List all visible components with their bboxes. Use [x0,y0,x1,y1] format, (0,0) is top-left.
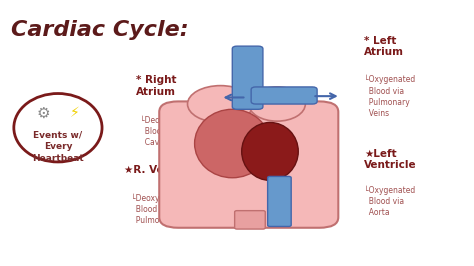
Text: ⚡: ⚡ [70,106,79,120]
FancyBboxPatch shape [232,46,263,109]
Ellipse shape [249,87,305,121]
Text: ★Left
Ventricle: ★Left Ventricle [364,149,417,171]
Ellipse shape [188,86,254,122]
Text: Cardiac Cycle:: Cardiac Cycle: [11,20,189,40]
FancyBboxPatch shape [268,176,291,226]
Text: ★R. Ventricle: ★R. Ventricle [124,165,201,174]
FancyBboxPatch shape [159,101,338,228]
FancyBboxPatch shape [235,211,265,229]
Text: * Left
Atrium: * Left Atrium [364,36,404,57]
Ellipse shape [195,109,270,178]
Text: └Deoxygenated
  Blood via
  Pulmonary Arteries: └Deoxygenated Blood via Pulmonary Arteri… [131,194,210,225]
Text: * Right
Atrium: * Right Atrium [136,75,176,97]
Text: └Deoxygenated
  Blood via Vena
  Cavae: └Deoxygenated Blood via Vena Cavae [140,116,202,147]
Text: └Oxygenated
  Blood via
  Aorta: └Oxygenated Blood via Aorta [364,186,416,217]
FancyBboxPatch shape [251,87,317,104]
Ellipse shape [14,94,102,162]
Text: └Oxygenated
  Blood via
  Pulmonary
  Veins: └Oxygenated Blood via Pulmonary Veins [364,75,416,118]
Ellipse shape [242,122,298,180]
Text: ⚙: ⚙ [37,106,51,121]
Text: Events w/
Every
Heartbeat: Events w/ Every Heartbeat [32,130,84,163]
